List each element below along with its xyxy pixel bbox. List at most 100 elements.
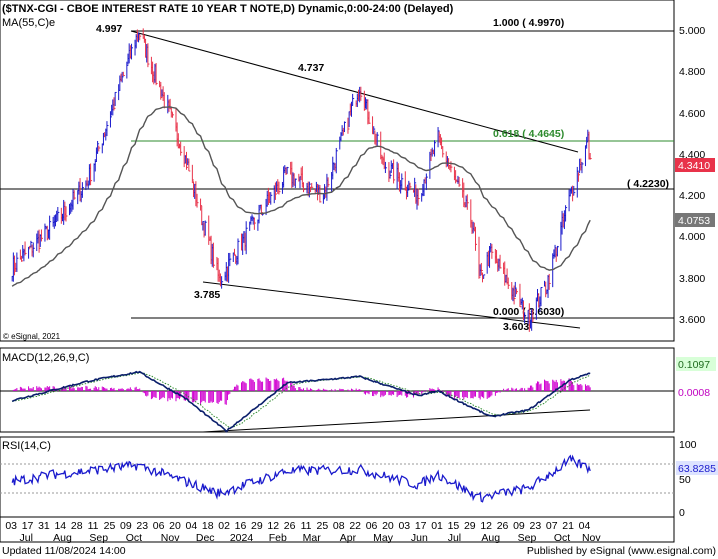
chart-title: ($TNX-CGI - CBOE INTEREST RATE 10 YEAR T… [2,3,454,15]
rsi-line [11,454,591,503]
annotation-4997: 4.997 [96,23,122,35]
price-y-axis: 5.000 4.800 4.600 4.400 4.200 4.000 3.80… [679,25,705,326]
x-day-label: 31 [38,520,50,532]
macd-hist-tag [676,385,716,399]
x-day-label: 23 [136,520,148,532]
x-month-label: Sep [89,532,108,544]
x-axis-day-labels: 03 17 31 14 28 11 25 09 23 06 20 04 18 02 16 29 12 26 11 25… [5,520,590,532]
x-day-label: 25 [317,520,329,532]
x-month-label: Nov [161,532,180,544]
price-candles [11,28,592,332]
x-day-label: 14 [54,520,66,532]
x-month-label: May [373,532,394,544]
fib-label-0618: 0.618 ( 4.4645) [493,128,564,140]
ma-label: MA(55,C)e [2,17,55,29]
x-day-label: 22 [349,520,361,532]
x-month-label: Apr [340,532,357,544]
x-month-label: Jul [20,532,33,544]
macd-hist-tag-text: 0.0008 [678,387,710,399]
y-tick: 4.000 [679,231,705,243]
macd-tag [676,357,716,371]
x-day-label: 23 [529,520,541,532]
x-month-label: Nov [582,532,601,544]
rsi-label: RSI(14,C) [2,440,51,452]
x-day-label: 09 [120,520,132,532]
x-month-label: Jul [448,532,461,544]
macd-histogram [12,377,591,406]
price-tag-last [675,158,715,172]
annotation-4737: 4.737 [298,62,324,74]
x-month-label: Mar [303,532,322,544]
x-day-label: 06 [153,520,165,532]
macd-tag-text: 0.1097 [678,359,710,371]
x-day-label: 29 [464,520,476,532]
rsi-tag [676,461,718,475]
macd-line [11,370,591,433]
fib-label-4223: ( 4.2230) [627,178,669,190]
updated-text: Updated 11/08/2024 14:00 [2,545,126,557]
x-day-label: 12 [267,520,279,532]
macd-panel-frame [0,347,675,433]
x-axis-frame [0,516,675,543]
y-tick: 3.800 [679,273,705,285]
x-axis-month-labels: Jul Aug Sep Oct Nov Dec 2024 Feb Mar Apr May Jun Jul… [20,532,602,544]
rsi-tick-50: 50 [679,474,691,486]
x-month-label: Dec [196,532,215,544]
y-tick: 4.600 [679,108,705,120]
y-tick: 3.600 [679,314,705,326]
x-day-label: 06 [366,520,378,532]
x-day-label: 01 [431,520,443,532]
x-month-label: 2024 [230,532,254,544]
lower-trendline [202,281,581,329]
x-day-label: 20 [382,520,394,532]
published-text: Published by eSignal (www.esignal.com) [527,545,716,557]
x-month-label: Aug [481,532,500,544]
x-day-label: 20 [169,520,181,532]
price-tag-last-text: 4.3410 [678,160,710,172]
x-month-label: Sep [518,532,537,544]
x-month-label: Oct [126,532,142,544]
x-day-label: 15 [448,520,460,532]
rsi-tick-100: 100 [679,439,697,451]
macd-label: MACD(12,26,9,C) [2,352,89,364]
x-month-label: Feb [269,532,287,544]
price-panel-frame [0,0,675,342]
rsi-panel-frame [0,436,675,518]
copyright-text: © eSignal, 2021 [3,332,61,341]
macd-trendline [202,409,591,433]
x-day-label: 04 [579,520,591,532]
x-day-label: 21 [562,520,574,532]
price-tag-ma [675,213,715,227]
x-day-label: 12 [480,520,492,532]
x-day-label: 28 [71,520,83,532]
x-day-label: 26 [284,520,296,532]
price-tag-ma-text: 4.0753 [678,215,710,227]
x-day-label: 03 [5,520,17,532]
x-day-label: 16 [235,520,247,532]
x-month-label: Oct [554,532,570,544]
annotation-3603: 3.603 [503,321,529,333]
y-tick: 4.800 [679,66,705,78]
y-tick: 5.000 [679,25,705,37]
rsi-tag-text: 63.8285 [678,463,716,475]
x-day-label: 17 [22,520,34,532]
x-day-label: 29 [251,520,263,532]
x-day-label: 26 [497,520,509,532]
rsi-tick-0: 0 [679,507,685,519]
y-tick: 4.200 [679,190,705,202]
x-day-label: 08 [333,520,345,532]
x-month-label: Aug [53,532,72,544]
upper-trendline [130,30,579,153]
macd-signal-line [12,372,591,428]
x-day-label: 25 [104,520,116,532]
x-day-label: 07 [546,520,558,532]
annotation-3785: 3.785 [194,289,220,301]
x-day-label: 03 [398,520,410,532]
fib-label-1000: 1.000 ( 4.9970) [493,17,564,29]
x-day-label: 09 [513,520,525,532]
x-day-label: 18 [202,520,214,532]
x-month-label: Jun [411,532,428,544]
x-day-label: 11 [88,520,99,532]
x-day-label: 02 [218,520,230,532]
